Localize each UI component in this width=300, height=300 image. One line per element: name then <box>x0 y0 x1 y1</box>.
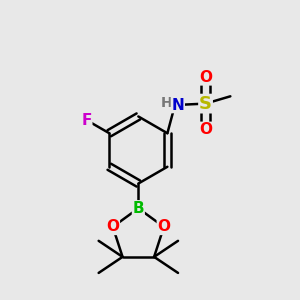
Text: O: O <box>106 219 119 234</box>
Text: B: B <box>133 201 144 216</box>
Text: N: N <box>172 98 184 112</box>
Text: O: O <box>158 219 170 234</box>
Text: O: O <box>199 122 212 137</box>
Text: S: S <box>199 94 212 112</box>
Text: O: O <box>199 70 212 85</box>
Text: H: H <box>161 96 172 110</box>
Text: F: F <box>81 112 92 128</box>
